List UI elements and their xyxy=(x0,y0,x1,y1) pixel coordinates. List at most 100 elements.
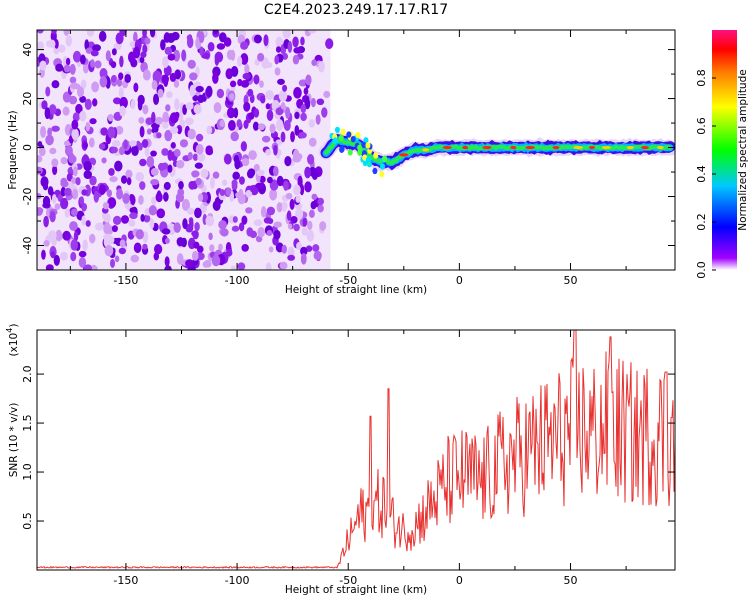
noise-blob xyxy=(79,110,87,122)
noise-blob xyxy=(269,123,276,134)
noise-blob xyxy=(253,74,260,85)
x-tick-label: 0 xyxy=(456,274,463,287)
noise-blob xyxy=(199,46,204,56)
noise-blob xyxy=(202,261,209,268)
noise-blob xyxy=(319,221,327,231)
spectrogram-panel: -150 -100 -50 0 50 -40 -20 0 20 40 Height of stra… xyxy=(7,29,676,296)
noise-blob xyxy=(65,57,71,66)
noise-blob xyxy=(306,229,315,242)
noise-blob xyxy=(111,48,117,56)
signal-peak-spot xyxy=(626,145,634,150)
noise-blob xyxy=(84,39,90,51)
spectrogram-frame xyxy=(36,29,676,271)
noise-blob xyxy=(48,39,56,49)
noise-blob xyxy=(65,35,73,47)
signal-peak-spot xyxy=(399,153,409,157)
noise-blob xyxy=(164,46,173,55)
noise-blob xyxy=(108,197,117,208)
noise-blob xyxy=(274,67,281,76)
noise-blob xyxy=(225,248,233,257)
noise-blob xyxy=(238,222,245,232)
noise-blob xyxy=(209,244,215,252)
y-tick-label: -20 xyxy=(21,188,34,206)
noise-blob xyxy=(282,84,288,92)
noise-blob xyxy=(197,153,206,162)
noise-blob xyxy=(105,50,111,62)
noise-blob xyxy=(293,47,303,54)
signal-burst xyxy=(373,152,379,159)
noise-blob xyxy=(236,119,242,128)
noise-blob xyxy=(113,42,122,50)
noise-blob xyxy=(69,82,79,90)
noise-blob xyxy=(285,192,293,200)
noise-blob xyxy=(187,59,196,69)
noise-blob xyxy=(92,44,101,52)
noise-blob xyxy=(37,166,43,175)
noise-blob xyxy=(198,31,205,44)
noise-blob xyxy=(214,51,224,63)
noise-blob xyxy=(325,38,334,50)
noise-blob xyxy=(64,187,72,197)
signal-burst xyxy=(334,126,340,134)
noise-blob xyxy=(156,132,162,139)
noise-blob xyxy=(85,220,91,227)
noise-blob xyxy=(179,139,189,148)
noise-blob xyxy=(194,162,203,169)
noise-blob xyxy=(86,30,95,37)
signal-burst xyxy=(339,145,345,153)
noise-blob xyxy=(273,229,281,240)
noise-blob xyxy=(49,210,56,223)
noise-blob xyxy=(92,98,98,107)
noise-blob xyxy=(260,95,266,104)
noise-blob xyxy=(154,244,163,255)
noise-blob xyxy=(90,59,95,68)
noise-blob xyxy=(228,120,236,131)
noise-blob xyxy=(157,162,166,171)
y-tick-label: 0.5 xyxy=(21,512,34,530)
noise-blob xyxy=(142,44,148,54)
snr-y-label: SNR (10 * v/v) xyxy=(8,403,20,478)
noise-blob xyxy=(207,41,215,52)
signal-burst xyxy=(340,128,346,136)
noise-blob xyxy=(163,192,169,202)
noise-blob xyxy=(308,30,317,34)
noise-blob xyxy=(205,145,213,155)
noise-blob xyxy=(167,149,173,162)
signal-burst xyxy=(357,149,363,156)
noise-blob xyxy=(256,169,265,177)
noise-blob xyxy=(257,226,266,238)
noise-blob xyxy=(189,218,194,230)
noise-blob xyxy=(280,131,286,143)
noise-blob xyxy=(142,69,151,81)
noise-blob xyxy=(181,49,187,62)
noise-blob xyxy=(318,61,325,73)
noise-blob xyxy=(194,221,200,232)
noise-blob xyxy=(45,264,54,270)
noise-blob xyxy=(257,52,265,62)
noise-blob xyxy=(305,74,312,86)
signal-peak-spot xyxy=(442,145,452,150)
noise-blob xyxy=(218,32,227,43)
noise-blob xyxy=(154,116,164,125)
noise-blob xyxy=(225,187,232,196)
noise-blob xyxy=(39,60,47,71)
noise-blob xyxy=(170,141,176,149)
colorbar-tick-label: 0.8 xyxy=(695,69,708,87)
noise-blob xyxy=(219,189,226,196)
noise-blob xyxy=(130,99,136,110)
noise-blob xyxy=(253,34,262,44)
noise-blob xyxy=(195,177,202,186)
noise-blob xyxy=(114,255,120,263)
noise-blob xyxy=(99,68,108,80)
noise-blob xyxy=(295,195,301,203)
noise-blob xyxy=(50,251,55,259)
noise-blob xyxy=(310,97,316,108)
noise-blob xyxy=(286,210,292,221)
noise-blob xyxy=(219,119,225,128)
noise-blob xyxy=(275,107,284,116)
noise-blob xyxy=(156,208,166,219)
noise-blob xyxy=(139,181,146,190)
noise-blob xyxy=(66,172,73,182)
noise-blob xyxy=(63,30,70,36)
